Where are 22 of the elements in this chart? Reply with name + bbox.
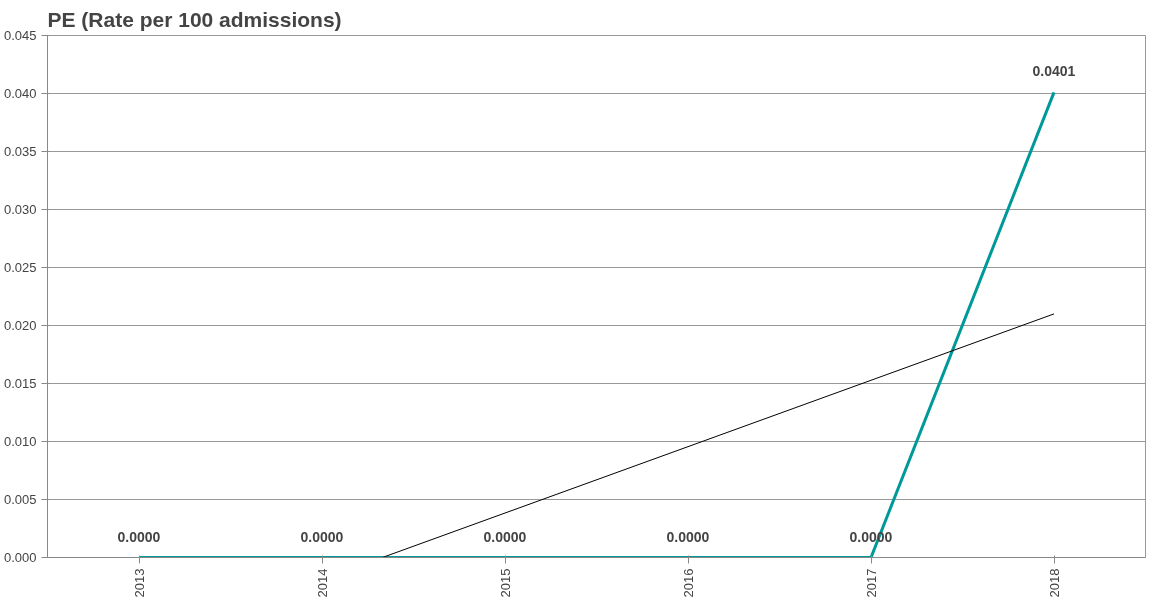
y-tick-label: 0.030: [3, 202, 37, 217]
chart-title: PE (Rate per 100 admissions): [47, 7, 342, 31]
x-tick-label: 2013: [131, 568, 147, 598]
y-tick-label: 0.035: [3, 144, 37, 159]
y-tick-label: 0.020: [3, 318, 37, 333]
x-tick-label: 2015: [497, 568, 513, 598]
y-tick-label: 0.040: [3, 86, 37, 101]
x-tick-label: 2014: [314, 568, 330, 598]
data-label: 0.0401: [1032, 63, 1076, 80]
y-tick-label: 0.015: [3, 376, 37, 391]
x-tick-label: 2018: [1046, 568, 1062, 598]
y-tick-label: 0.000: [3, 550, 37, 565]
x-tick-label: 2017: [863, 568, 879, 598]
data-label: 0.0000: [300, 528, 344, 545]
data-label: 0.0000: [117, 528, 161, 545]
y-tick-label: 0.010: [3, 434, 37, 449]
data-label: 0.0000: [483, 528, 527, 545]
x-tick-label: 2016: [680, 568, 696, 598]
y-tick-label: 0.045: [3, 28, 37, 43]
y-tick-label: 0.005: [3, 492, 37, 507]
data-label: 0.0000: [666, 528, 710, 545]
y-tick-label: 0.025: [3, 260, 37, 275]
